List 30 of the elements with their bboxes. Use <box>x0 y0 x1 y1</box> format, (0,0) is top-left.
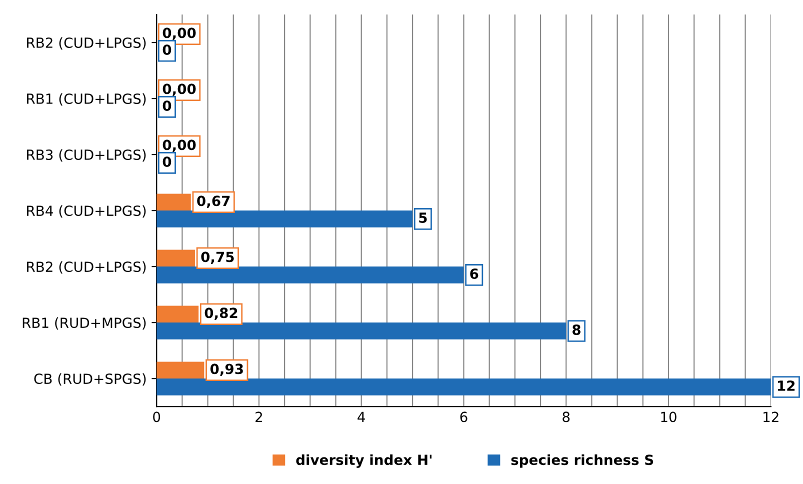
y-tick-label: RB4 (CUD+LPGS) <box>27 205 146 218</box>
x-tick-label: 10 <box>661 412 676 422</box>
x-tick-label: 8 <box>562 412 570 422</box>
data-label: 0,75 <box>201 252 234 264</box>
data-label: 8 <box>572 324 580 335</box>
data-label: 6 <box>470 268 478 279</box>
x-tick-label: 4 <box>358 412 365 422</box>
y-tick-label: RB2 (CUD+LPGS) <box>27 37 146 50</box>
data-label: 0,00 <box>162 28 196 40</box>
x-tick-label: 0 <box>153 412 160 422</box>
data-label: 0,82 <box>204 308 238 320</box>
x-tick-label: 6 <box>460 412 468 422</box>
legend-label: species richness S <box>511 454 654 468</box>
y-tick-label: RB1 (CUD+LPGS) <box>27 93 146 106</box>
data-label: 12 <box>778 380 795 391</box>
data-label: 0,93 <box>210 364 243 376</box>
data-label: 0,00 <box>162 84 196 96</box>
data-label: 0,67 <box>197 196 230 208</box>
data-label: 0 <box>162 156 172 167</box>
x-tick-label: 2 <box>256 412 262 422</box>
legend-label: diversity index H' <box>296 454 432 468</box>
x-tick-label: 12 <box>764 412 778 422</box>
data-label: 0 <box>162 100 172 111</box>
y-tick-label: RB3 (CUD+LPGS) <box>27 149 146 162</box>
data-label: 5 <box>419 212 427 223</box>
data-label: 0,00 <box>162 140 196 152</box>
y-tick-label: CB (RUD+SPGS) <box>34 373 146 386</box>
data-label: 0 <box>162 44 172 55</box>
y-tick-label: RB1 (RUD+MPGS) <box>22 317 146 330</box>
y-tick-label: RB2 (CUD+LPGS) <box>27 261 146 274</box>
